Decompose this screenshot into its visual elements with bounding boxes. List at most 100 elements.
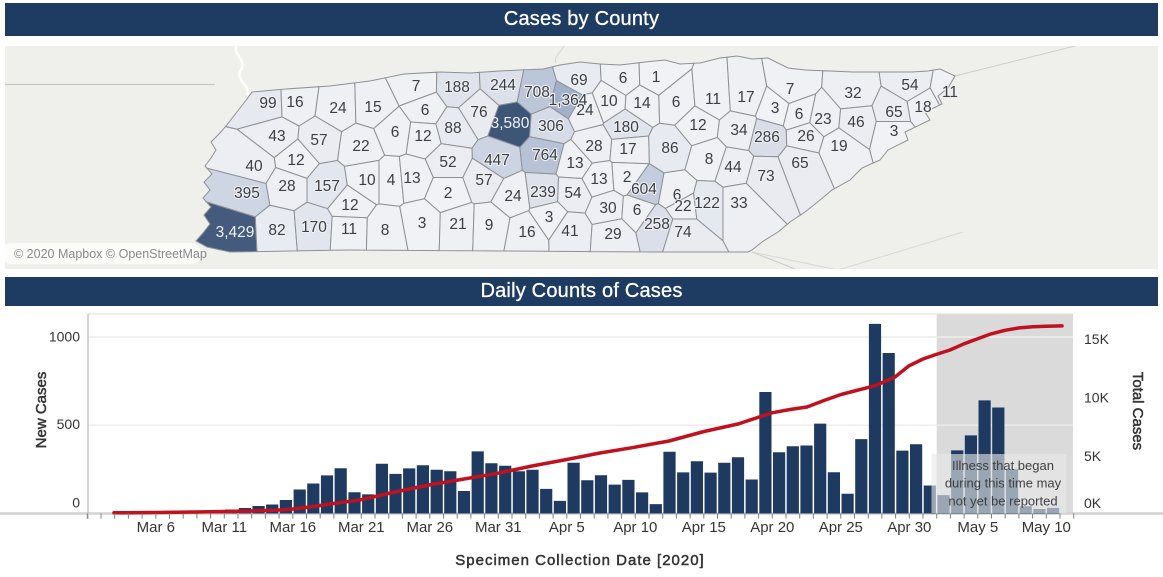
- svg-text:6: 6: [673, 187, 682, 204]
- svg-text:15K: 15K: [1084, 331, 1110, 347]
- svg-text:180: 180: [613, 119, 639, 136]
- svg-text:604: 604: [631, 181, 657, 198]
- svg-text:188: 188: [444, 79, 470, 96]
- svg-text:Mar 21: Mar 21: [338, 519, 385, 536]
- svg-text:13: 13: [566, 155, 583, 172]
- svg-text:7: 7: [412, 78, 421, 95]
- svg-text:29: 29: [604, 226, 621, 243]
- svg-text:86: 86: [661, 140, 678, 157]
- svg-text:May 10: May 10: [1022, 519, 1071, 536]
- svg-text:43: 43: [268, 128, 285, 145]
- svg-text:11: 11: [705, 91, 721, 108]
- svg-text:244: 244: [490, 77, 516, 94]
- svg-text:26: 26: [797, 128, 814, 145]
- svg-text:73: 73: [757, 168, 774, 185]
- svg-text:Apr 30: Apr 30: [887, 519, 931, 536]
- svg-text:during this time may: during this time may: [945, 476, 1062, 491]
- svg-text:Specimen Collection Date [2020: Specimen Collection Date [2020]: [455, 552, 704, 569]
- svg-text:May 5: May 5: [957, 519, 998, 536]
- svg-text:28: 28: [278, 178, 295, 195]
- svg-text:33: 33: [730, 195, 747, 212]
- svg-text:0: 0: [72, 495, 80, 511]
- svg-text:10K: 10K: [1084, 390, 1110, 406]
- svg-text:6: 6: [795, 106, 804, 123]
- svg-text:3,580: 3,580: [491, 115, 530, 132]
- svg-text:22: 22: [352, 138, 369, 155]
- svg-text:0K: 0K: [1084, 495, 1102, 511]
- svg-text:18: 18: [914, 99, 931, 116]
- svg-text:12: 12: [414, 128, 431, 145]
- svg-text:8: 8: [705, 151, 714, 168]
- svg-text:3: 3: [418, 215, 427, 232]
- svg-text:57: 57: [310, 132, 327, 149]
- svg-text:10: 10: [358, 172, 376, 189]
- svg-text:14: 14: [633, 95, 651, 112]
- svg-text:57: 57: [475, 172, 492, 189]
- svg-text:4: 4: [387, 172, 396, 189]
- svg-text:not yet be reported: not yet be reported: [948, 493, 1057, 508]
- svg-text:2: 2: [623, 169, 632, 186]
- svg-text:17: 17: [619, 141, 636, 158]
- svg-text:24: 24: [329, 100, 347, 117]
- svg-text:32: 32: [844, 85, 861, 102]
- svg-text:New Cases: New Cases: [33, 372, 50, 449]
- svg-text:447: 447: [484, 152, 510, 169]
- svg-text:764: 764: [532, 147, 558, 164]
- svg-text:Mar 16: Mar 16: [269, 519, 316, 536]
- svg-text:34: 34: [730, 122, 748, 139]
- svg-text:12: 12: [287, 152, 304, 169]
- svg-text:Illness that began: Illness that began: [952, 458, 1054, 473]
- svg-text:3,429: 3,429: [216, 224, 255, 241]
- svg-text:3: 3: [890, 123, 899, 140]
- svg-text:6: 6: [421, 102, 430, 119]
- svg-text:82: 82: [268, 222, 285, 239]
- svg-text:88: 88: [444, 120, 461, 137]
- svg-text:Total Cases: Total Cases: [1129, 372, 1146, 450]
- svg-text:21: 21: [449, 216, 466, 233]
- svg-text:258: 258: [644, 216, 670, 233]
- svg-text:28: 28: [585, 138, 602, 155]
- svg-text:54: 54: [901, 77, 919, 94]
- svg-text:54: 54: [564, 185, 582, 202]
- svg-text:24: 24: [504, 188, 522, 205]
- svg-text:Mar 11: Mar 11: [202, 519, 248, 536]
- svg-text:6: 6: [633, 202, 642, 219]
- svg-text:17: 17: [737, 89, 754, 106]
- svg-text:239: 239: [530, 184, 556, 201]
- svg-text:16: 16: [286, 94, 303, 111]
- svg-text:157: 157: [314, 178, 340, 195]
- svg-text:306: 306: [538, 118, 564, 135]
- svg-text:99: 99: [259, 95, 276, 112]
- svg-text:Apr 15: Apr 15: [682, 519, 726, 536]
- svg-text:1000: 1000: [49, 329, 80, 345]
- svg-text:Apr 25: Apr 25: [819, 519, 863, 536]
- svg-text:6: 6: [672, 94, 681, 111]
- svg-text:11: 11: [341, 221, 357, 238]
- svg-text:13: 13: [403, 170, 420, 187]
- svg-text:9: 9: [485, 217, 494, 234]
- svg-text:6: 6: [391, 124, 400, 141]
- svg-text:30: 30: [599, 200, 617, 217]
- svg-text:69: 69: [570, 72, 587, 89]
- svg-text:Apr 20: Apr 20: [750, 519, 794, 536]
- svg-text:1,364: 1,364: [549, 92, 588, 109]
- svg-text:7: 7: [786, 81, 795, 98]
- svg-text:© 2020 Mapbox © OpenStreetMap: © 2020 Mapbox © OpenStreetMap: [14, 247, 207, 261]
- svg-text:40: 40: [245, 158, 263, 175]
- svg-text:41: 41: [561, 223, 578, 240]
- svg-text:286: 286: [754, 129, 780, 146]
- svg-text:15: 15: [364, 99, 381, 116]
- svg-text:12: 12: [341, 197, 358, 214]
- svg-text:74: 74: [674, 224, 692, 241]
- svg-text:44: 44: [724, 159, 742, 176]
- svg-text:Mar 31: Mar 31: [475, 519, 522, 536]
- svg-text:52: 52: [439, 154, 456, 171]
- svg-text:Apr 10: Apr 10: [613, 519, 657, 536]
- svg-text:76: 76: [470, 104, 487, 121]
- svg-text:1: 1: [652, 69, 661, 86]
- svg-text:65: 65: [791, 155, 808, 172]
- svg-text:19: 19: [830, 138, 847, 155]
- svg-text:3: 3: [545, 209, 554, 226]
- svg-text:500: 500: [57, 416, 81, 432]
- svg-text:12: 12: [689, 117, 706, 134]
